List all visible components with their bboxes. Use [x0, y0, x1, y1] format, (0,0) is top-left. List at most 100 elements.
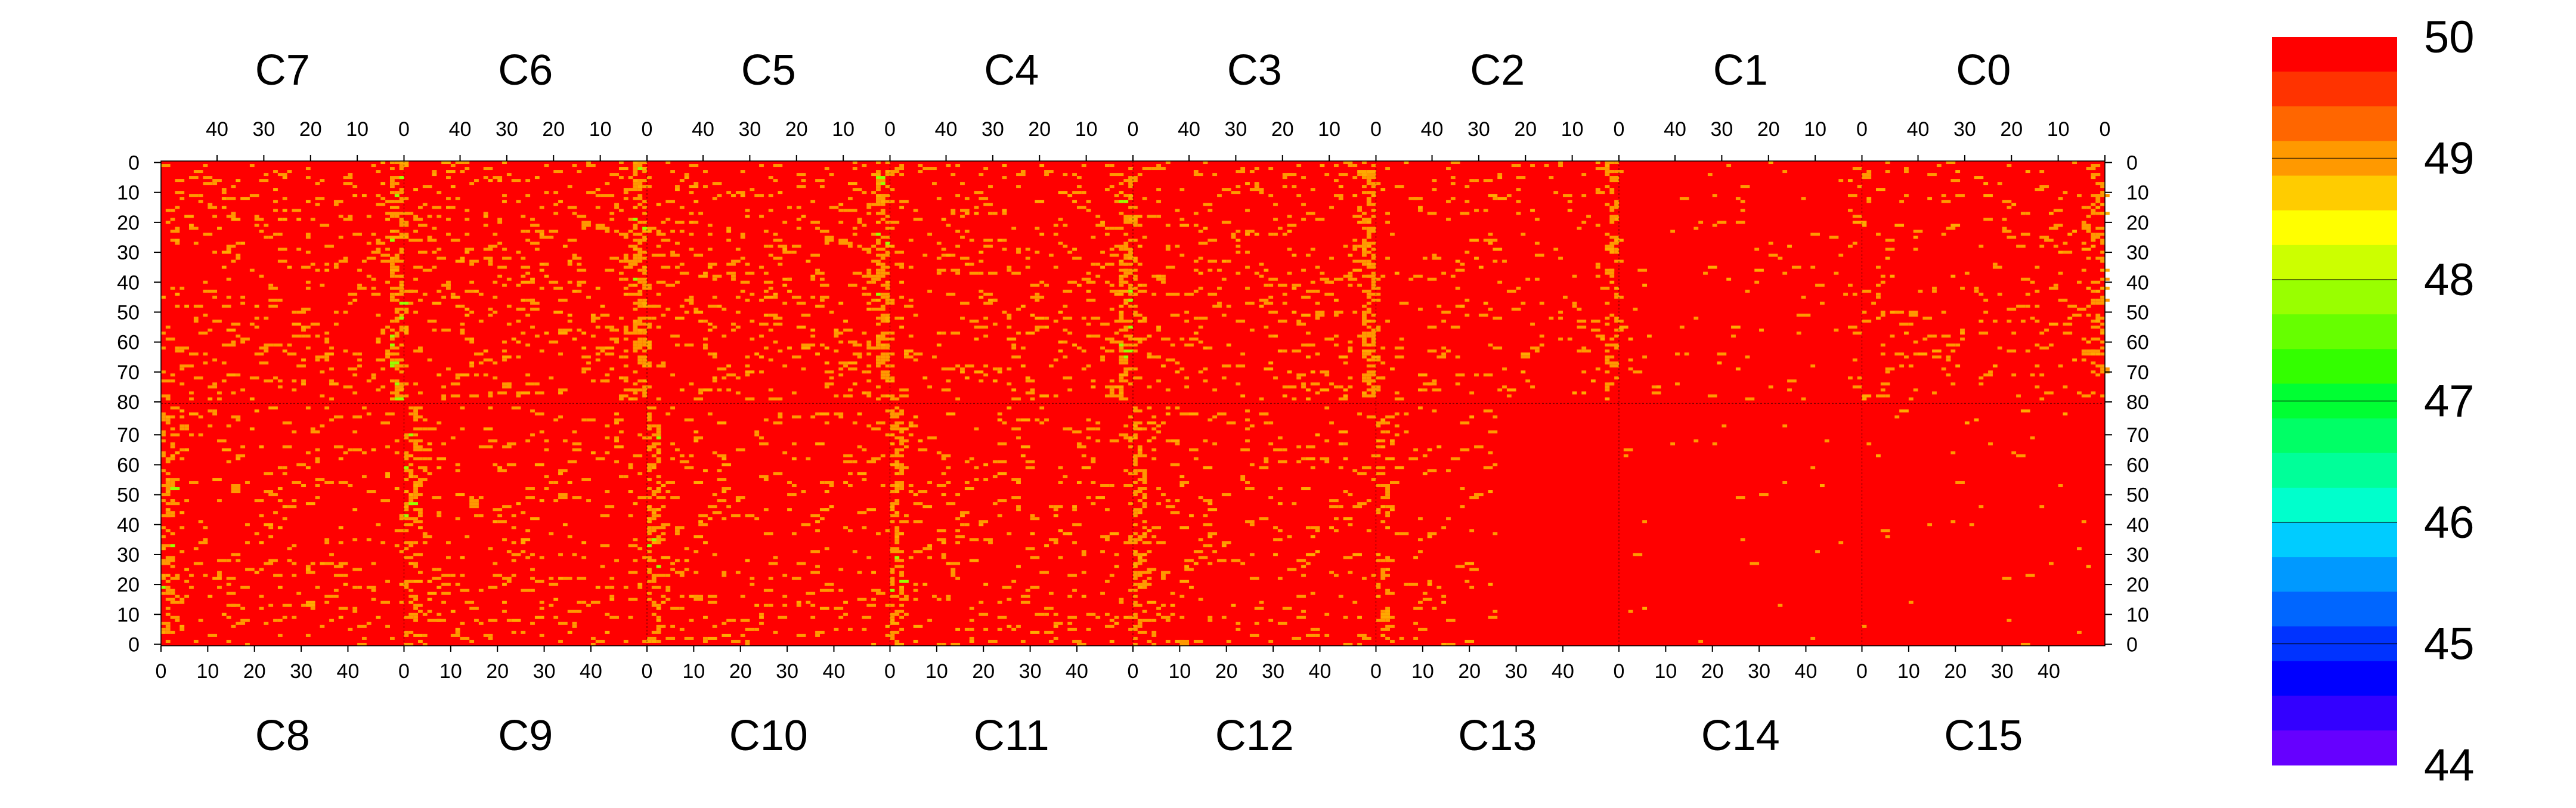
heatmap-cell — [1366, 310, 1371, 314]
heatmap-cell — [1371, 335, 1376, 338]
heatmap-cell — [819, 304, 825, 308]
heatmap-cell — [203, 361, 208, 365]
heatmap-cell — [305, 200, 311, 203]
heatmap-cell — [693, 221, 699, 224]
heatmap-cell — [661, 265, 671, 269]
heatmap-cell — [670, 624, 676, 628]
heatmap-cell — [633, 244, 638, 248]
heatmap-cell — [1376, 553, 1381, 556]
heatmap-cell — [161, 562, 171, 565]
heatmap-cell — [875, 200, 881, 203]
heatmap-cell — [750, 319, 755, 323]
heatmap-cell — [1137, 283, 1143, 287]
heatmap-cell — [875, 271, 881, 275]
heatmap-cell — [231, 340, 236, 344]
heatmap-cell — [913, 598, 918, 601]
heatmap-cell — [1287, 385, 1297, 389]
heatmap-cell — [1249, 424, 1255, 428]
heatmap-cell — [740, 194, 745, 197]
heatmap-cell — [894, 535, 900, 538]
heatmap-cell — [1264, 326, 1269, 329]
heatmap-cell — [609, 577, 615, 580]
heatmap-cell — [1455, 259, 1460, 263]
heatmap-cell — [656, 538, 666, 541]
heatmap-cell — [277, 487, 283, 491]
heatmap-cell — [418, 526, 423, 530]
heatmap-cell — [1133, 313, 1143, 317]
heatmap-cell — [726, 230, 732, 233]
heatmap-cell — [1735, 221, 1745, 224]
heatmap-cell — [1128, 298, 1133, 302]
heatmap-cell — [628, 244, 633, 248]
heatmap-cell — [389, 256, 395, 260]
heatmap-cell — [534, 230, 544, 233]
heatmap-cell — [819, 606, 829, 610]
heatmap-cell — [1193, 562, 1199, 565]
heatmap-cell — [1361, 636, 1371, 640]
heatmap-cell — [852, 343, 857, 347]
heatmap-cell — [493, 376, 498, 380]
heatmap-cell — [2086, 286, 2091, 290]
heatmap-cell — [722, 307, 727, 311]
heatmap-cell — [703, 639, 708, 643]
heatmap-cell — [189, 224, 194, 227]
heatmap-cell — [787, 206, 792, 209]
heatmap-cell — [179, 427, 185, 431]
top-x-tick-label: 30 — [1467, 118, 1490, 141]
heatmap-cell — [1357, 170, 1367, 174]
heatmap-cell — [894, 436, 905, 439]
heatmap-cell — [1072, 173, 1077, 177]
heatmap-cell — [320, 283, 325, 287]
heatmap-cell — [647, 466, 652, 469]
heatmap-cell — [684, 343, 694, 347]
heatmap-cell — [1156, 612, 1162, 616]
heatmap-cell — [1086, 418, 1091, 422]
heatmap-cell — [1432, 256, 1442, 260]
heatmap-cell — [1371, 379, 1376, 383]
heatmap-cell — [413, 598, 419, 601]
heatmap-cell — [712, 182, 722, 185]
heatmap-cell — [413, 520, 423, 524]
heatmap-cell — [642, 161, 647, 165]
heatmap-cell — [1081, 191, 1086, 194]
heatmap-cell — [1133, 310, 1138, 314]
heatmap-cell — [305, 466, 311, 469]
heatmap-cell — [623, 253, 628, 257]
heatmap-cell — [768, 603, 773, 607]
bottom-x-tick-label: 30 — [1991, 660, 2014, 683]
heatmap-cell — [1095, 421, 1101, 425]
heatmap-cell — [1119, 191, 1124, 194]
heatmap-cell — [1198, 598, 1203, 601]
heatmap-cell — [1329, 526, 1334, 530]
heatmap-cell — [1123, 194, 1129, 197]
top-x-tick-label: 40 — [206, 118, 228, 141]
heatmap-cell — [936, 343, 942, 347]
heatmap-cell — [1156, 541, 1166, 544]
heatmap-cell — [1371, 191, 1376, 194]
heatmap-cell — [1104, 538, 1110, 541]
heatmap-cell — [1394, 424, 1400, 428]
heatmap-cell — [1955, 364, 1961, 368]
heatmap-cell — [469, 394, 479, 398]
heatmap-cell — [165, 508, 171, 512]
heatmap-cell — [408, 595, 419, 598]
heatmap-cell — [161, 430, 166, 434]
heatmap-cell — [1133, 508, 1143, 512]
heatmap-cell — [642, 556, 647, 559]
heatmap-cell — [2095, 206, 2101, 209]
heatmap-cell — [1273, 553, 1278, 556]
heatmap-cell — [1333, 529, 1339, 533]
heatmap-cell — [1109, 394, 1119, 398]
heatmap-cell — [1488, 233, 1493, 236]
heatmap-cell — [1908, 600, 1914, 604]
heatmap-cell — [413, 218, 423, 221]
heatmap-cell — [493, 574, 503, 577]
heatmap-cell — [722, 376, 727, 380]
heatmap-cell — [759, 355, 764, 359]
heatmap-cell — [665, 161, 671, 165]
heatmap-cell — [352, 185, 358, 188]
heatmap-cell — [894, 565, 905, 568]
heatmap-cell — [974, 427, 979, 431]
heatmap-cell — [908, 490, 914, 494]
heatmap-cell — [661, 233, 666, 236]
